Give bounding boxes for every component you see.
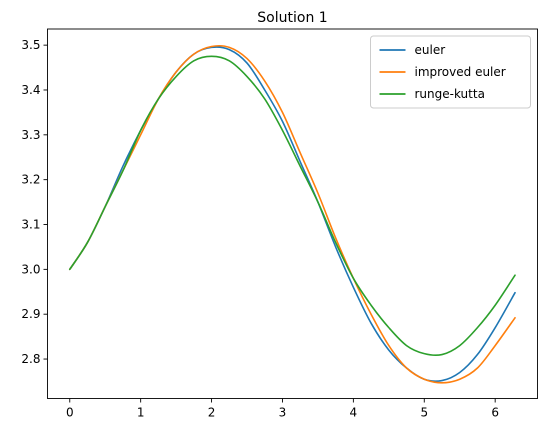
x-tick-label: 4 [350,406,358,420]
series-layer [68,44,516,384]
y-tick-label: 3.3 [21,128,40,142]
x-tick-label: 3 [279,406,287,420]
x-tick-label: 5 [420,406,428,420]
y-tick-label: 2.8 [21,352,40,366]
y-tick-label: 3.0 [21,262,40,276]
y-tick-label: 2.9 [21,307,40,321]
axes-layer: 0 1 2 3 4 5 6 2.8 2.9 3.0 3.1 3.2 3.3 3.4 3.5 [21,28,538,420]
y-tick-label: 3.5 [21,38,40,52]
legend-box [370,35,531,109]
x-tick-label: 6 [491,406,499,420]
series-line-1 [68,44,516,384]
plot-frame [47,28,538,399]
chart-title: Solution 1 [257,10,327,26]
y-tick-label: 3.2 [21,173,40,187]
legend: euler improved euler runge-kutta [370,35,531,109]
legend-label-0: euler [415,43,446,57]
series-line-2 [68,55,516,357]
x-tick-label: 2 [208,406,216,420]
x-tick-label: 0 [66,406,74,420]
x-tick-label: 1 [137,406,145,420]
y-tick-label: 3.4 [21,83,40,97]
legend-label-1: improved euler [415,65,506,79]
legend-label-2: runge-kutta [415,87,485,101]
y-tick-label: 3.1 [21,218,40,232]
